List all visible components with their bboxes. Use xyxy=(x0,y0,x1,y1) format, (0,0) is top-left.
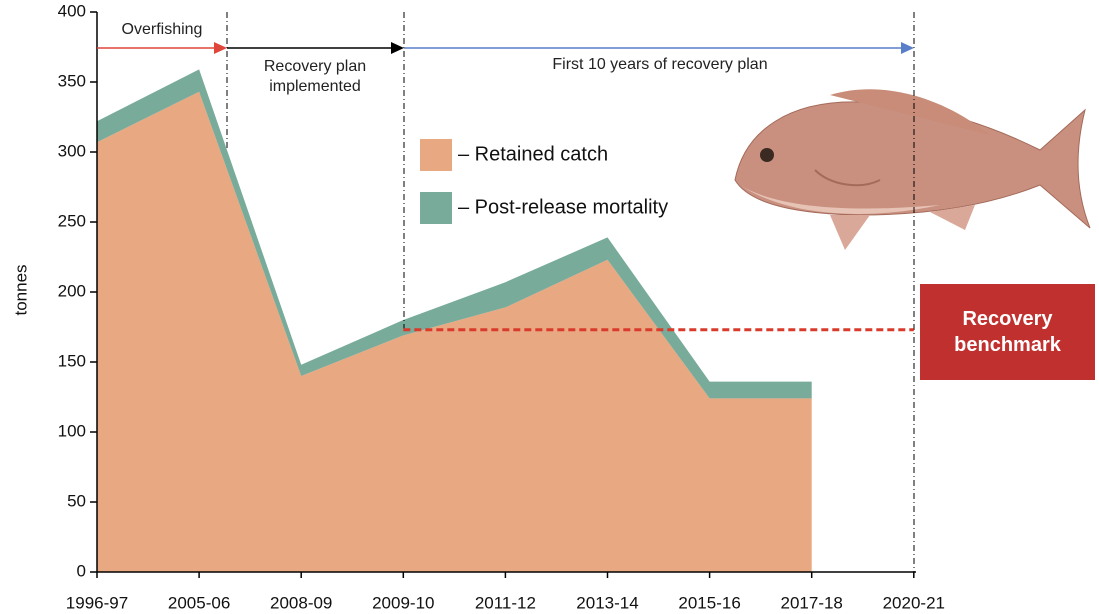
y-tick-label: 200 xyxy=(58,281,86,300)
x-tick-label: 2005-06 xyxy=(168,593,230,612)
benchmark-label: Recovery benchmark xyxy=(954,308,1061,356)
x-tick-label: 2017-18 xyxy=(781,593,843,612)
legend-swatch xyxy=(420,139,452,171)
y-tick-label: 50 xyxy=(67,491,86,510)
y-tick-label: 400 xyxy=(58,1,86,20)
y-axis-label: tonnes xyxy=(11,264,30,315)
retained-area xyxy=(97,91,812,573)
y-tick-label: 300 xyxy=(58,141,86,160)
legend-swatch xyxy=(420,192,452,224)
x-tick-label: 2011-12 xyxy=(475,593,536,612)
x-tick-label: 2013-14 xyxy=(576,593,638,612)
x-tick-label: 2008-09 xyxy=(270,593,332,612)
x-tick-label: 2009-10 xyxy=(372,593,434,612)
fish xyxy=(734,89,1091,250)
post-release-area xyxy=(97,69,812,399)
legend-label: – Retained catch xyxy=(458,143,608,165)
y-tick-label: 150 xyxy=(58,351,86,370)
y-tick-label: 350 xyxy=(58,71,86,90)
x-tick-label: 2020-21 xyxy=(883,593,945,612)
benchmark-box xyxy=(920,284,1095,380)
phase-label: Overfishing xyxy=(121,21,203,38)
phase-label: Recovery plan implemented xyxy=(263,58,367,95)
x-tick-label: 1996-97 xyxy=(66,593,128,612)
y-tick-label: 0 xyxy=(77,561,86,580)
y-tick-label: 100 xyxy=(58,421,86,440)
y-tick-label: 250 xyxy=(58,211,86,230)
phase-dividers xyxy=(226,12,915,572)
phase-label: First 10 years of recovery plan xyxy=(552,56,768,73)
legend-label: – Post-release mortality xyxy=(458,196,668,218)
phase-arrows xyxy=(97,42,914,54)
x-tick-label: 2015-16 xyxy=(678,593,740,612)
